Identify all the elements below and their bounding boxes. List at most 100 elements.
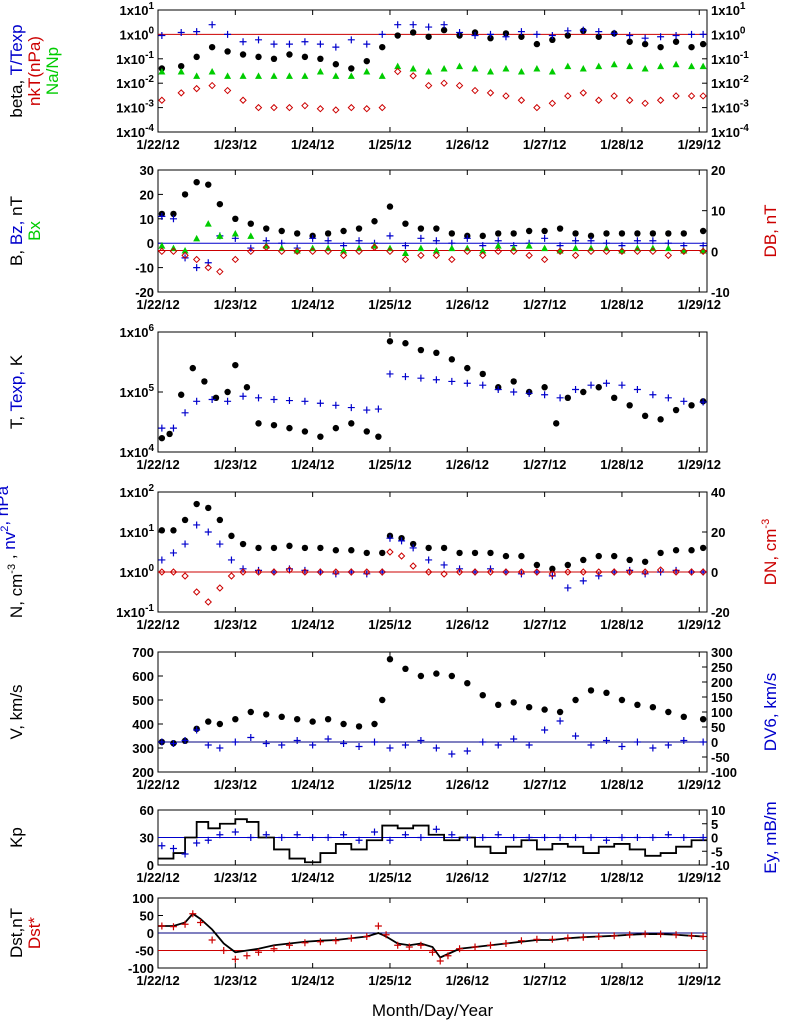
- data-point: [402, 220, 409, 227]
- data-point: [611, 394, 618, 402]
- x-tick-label: 1/29/12: [678, 457, 721, 472]
- data-point: [270, 72, 278, 79]
- data-point: [301, 544, 309, 552]
- data-point: [192, 588, 201, 596]
- data-point: [541, 244, 549, 252]
- right-tick-label: 20: [711, 163, 725, 178]
- data-point: [625, 568, 634, 576]
- data-point: [409, 29, 417, 36]
- data-point: [205, 504, 212, 512]
- data-point: [255, 420, 262, 427]
- data-point: [332, 61, 340, 68]
- series-kp: [158, 818, 707, 864]
- data-point: [502, 65, 510, 72]
- data-point: [657, 43, 664, 51]
- x-tick-label: 1/27/12: [523, 777, 566, 792]
- y-axis-label: N, cm-3 , nv2, nPa: [0, 485, 26, 618]
- data-point: [425, 68, 433, 75]
- data-point: [626, 38, 633, 45]
- x-tick-label: 1/25/12: [368, 777, 411, 792]
- x-tick-label: 1/24/12: [291, 457, 334, 472]
- data-point: [301, 566, 309, 574]
- data-point: [224, 388, 231, 396]
- right-tick-label: 300: [711, 645, 733, 660]
- data-point: [595, 568, 603, 576]
- left-tick-label: 600: [132, 669, 154, 684]
- left-tick-label: 1x105: [120, 383, 155, 400]
- data-point: [564, 27, 572, 35]
- x-tick-label: 1/29/12: [678, 870, 721, 885]
- x-tick-label: 1/23/12: [214, 870, 257, 885]
- x-tick-label: 1/26/12: [446, 973, 489, 988]
- data-point: [502, 92, 510, 100]
- data-point: [456, 549, 463, 557]
- left-tick-label: 300: [132, 741, 154, 756]
- data-point: [340, 831, 348, 839]
- data-point: [680, 737, 688, 744]
- data-point: [672, 60, 680, 68]
- data-point: [371, 720, 378, 728]
- right-tick-label: 1x100: [711, 25, 746, 42]
- data-point: [262, 243, 270, 251]
- right-tick-label: 250: [711, 660, 733, 675]
- data-point: [363, 40, 371, 48]
- data-point: [517, 568, 526, 576]
- data-point: [231, 229, 239, 237]
- data-point: [231, 955, 239, 963]
- x-tick-label: 1/25/12: [368, 870, 411, 885]
- series-nv2: [158, 521, 707, 592]
- data-point: [262, 831, 270, 839]
- data-point: [208, 68, 216, 75]
- x-tick-label: 1/25/12: [368, 617, 411, 632]
- data-point: [401, 249, 409, 256]
- data-point: [216, 200, 224, 208]
- x-tick-label: 1/26/12: [446, 137, 489, 152]
- x-tick-label: 1/28/12: [600, 777, 643, 792]
- y-axis-label-2: nkT(nPa): [25, 36, 44, 106]
- y-axis-label: Dst,nT: [7, 908, 26, 958]
- data-point: [649, 704, 657, 711]
- data-point: [371, 242, 379, 249]
- data-point: [255, 948, 263, 956]
- data-point: [533, 935, 541, 943]
- data-point: [181, 920, 189, 928]
- data-point: [239, 38, 247, 46]
- data-point: [205, 718, 212, 725]
- data-point: [510, 230, 517, 237]
- data-point: [293, 831, 301, 839]
- data-point: [595, 552, 602, 560]
- data-point: [494, 247, 502, 256]
- data-point: [316, 938, 324, 946]
- x-tick-label: 1/24/12: [291, 870, 334, 885]
- data-point: [417, 834, 425, 841]
- right-axis-label: DN, cm-3: [760, 519, 780, 585]
- data-point: [587, 381, 595, 389]
- data-point: [579, 933, 587, 941]
- x-tick-label: 1/28/12: [600, 870, 643, 885]
- data-point: [409, 540, 417, 548]
- data-point: [479, 692, 486, 699]
- data-point: [386, 548, 394, 556]
- data-point: [664, 741, 672, 749]
- data-point: [170, 210, 177, 218]
- data-point: [379, 549, 386, 557]
- data-point: [158, 738, 166, 746]
- data-point: [672, 566, 680, 574]
- data-point: [641, 65, 649, 72]
- data-point: [657, 930, 665, 938]
- data-point: [270, 103, 278, 112]
- data-point: [169, 215, 177, 223]
- data-point: [502, 33, 510, 41]
- data-point: [533, 561, 541, 569]
- data-point: [355, 743, 363, 750]
- data-point: [204, 598, 212, 606]
- data-point: [688, 932, 696, 940]
- series-n: [158, 500, 707, 573]
- data-point: [564, 62, 572, 70]
- data-point: [587, 741, 595, 749]
- data-point: [332, 568, 340, 576]
- right-tick-label: 20: [711, 525, 725, 540]
- y-axis-label: B, Bz, nT: [7, 196, 26, 266]
- data-point: [363, 428, 370, 435]
- data-point: [579, 568, 587, 576]
